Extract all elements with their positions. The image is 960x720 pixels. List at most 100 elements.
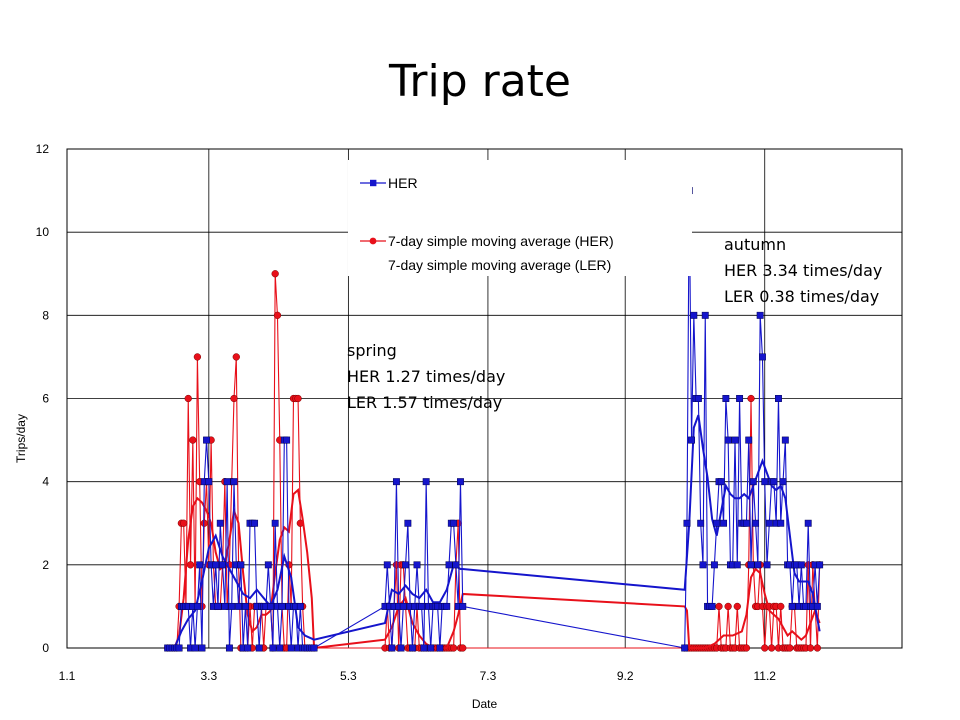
y-tick-label: 12 (36, 142, 50, 156)
data-point (713, 519, 721, 527)
annotation-text: HER 1.27 times/day (347, 367, 505, 386)
data-point (230, 478, 238, 486)
y-tick-label: 4 (42, 475, 49, 489)
data-point (408, 644, 416, 652)
data-point (287, 644, 295, 652)
data-point (235, 602, 243, 610)
data-point (418, 602, 426, 610)
data-point (745, 436, 753, 444)
data-point (267, 602, 275, 610)
data-point (724, 436, 732, 444)
data-point (813, 602, 821, 610)
data-point (763, 561, 771, 569)
data-point (404, 519, 412, 527)
data-point (742, 519, 750, 527)
data-point (205, 478, 213, 486)
data-point (392, 478, 400, 486)
data-point (747, 394, 755, 403)
data-point (180, 519, 188, 527)
y-axis-title: Trips/day (14, 414, 28, 463)
data-point (457, 478, 464, 486)
data-point (765, 519, 773, 527)
data-point (715, 602, 723, 611)
data-point (761, 478, 769, 486)
legend-marker (369, 237, 377, 245)
data-point (228, 602, 236, 610)
data-point (806, 644, 815, 652)
data-point (436, 644, 444, 652)
data-point (255, 644, 263, 652)
data-point (786, 644, 794, 652)
y-tick-label: 10 (36, 225, 50, 239)
data-point (701, 311, 709, 319)
data-point (699, 561, 707, 569)
data-point (777, 519, 785, 527)
annotation-text: HER 3.34 times/day (724, 261, 882, 280)
data-point (749, 478, 757, 486)
y-tick-label: 6 (42, 392, 49, 406)
data-point (733, 602, 741, 611)
data-point (717, 478, 725, 486)
data-point (271, 519, 279, 527)
data-point (397, 644, 405, 652)
data-point (193, 602, 201, 610)
y-tick-label: 0 (42, 641, 49, 655)
series-line (167, 273, 821, 649)
data-point (452, 561, 460, 569)
data-point (767, 644, 776, 652)
data-point (420, 644, 428, 652)
data-point (296, 602, 304, 610)
data-point (276, 644, 284, 652)
data-point (720, 519, 728, 527)
annotation-text: LER 1.57 times/day (347, 393, 502, 412)
data-point (264, 561, 272, 569)
data-point (310, 644, 318, 652)
data-point (736, 395, 744, 402)
slide-title: Trip rate (388, 56, 571, 107)
x-tick-label: 3.3 (200, 669, 217, 683)
data-point (422, 478, 430, 486)
annotation-text: spring (347, 341, 397, 360)
y-tick-label: 2 (42, 558, 49, 572)
y-tick-label: 8 (42, 308, 49, 322)
series-line (167, 190, 821, 649)
data-point (196, 561, 204, 569)
data-point (219, 561, 227, 569)
data-point (733, 561, 741, 569)
data-point (216, 519, 224, 527)
data-point (690, 311, 698, 319)
data-point (402, 561, 410, 569)
series-her (164, 187, 824, 652)
data-point (681, 644, 689, 652)
data-point (294, 394, 302, 403)
data-point (688, 436, 695, 444)
legend-label: HER (388, 175, 418, 191)
data-point (742, 644, 751, 652)
data-point (459, 602, 467, 610)
data-point (241, 602, 249, 610)
data-point (710, 561, 718, 569)
x-tick-label: 11.2 (754, 669, 777, 683)
data-point (225, 644, 233, 652)
data-point (251, 519, 259, 527)
data-point (775, 395, 782, 402)
data-point (747, 561, 755, 569)
x-tick-label: 7.3 (480, 669, 497, 683)
legend-label: 7-day simple moving average (LER) (388, 257, 611, 273)
data-point (797, 561, 805, 569)
data-point (722, 395, 730, 402)
data-point (683, 519, 691, 527)
data-point (175, 644, 183, 652)
data-point (759, 353, 766, 361)
data-point (445, 561, 453, 569)
data-point (427, 644, 435, 652)
x-tick-label: 9.2 (617, 669, 634, 683)
data-point (443, 602, 451, 610)
data-point (399, 602, 407, 610)
x-tick-label: 1.1 (59, 669, 76, 683)
data-point (237, 561, 245, 569)
data-point (788, 602, 796, 610)
data-point (708, 602, 716, 610)
data-point (724, 602, 732, 611)
